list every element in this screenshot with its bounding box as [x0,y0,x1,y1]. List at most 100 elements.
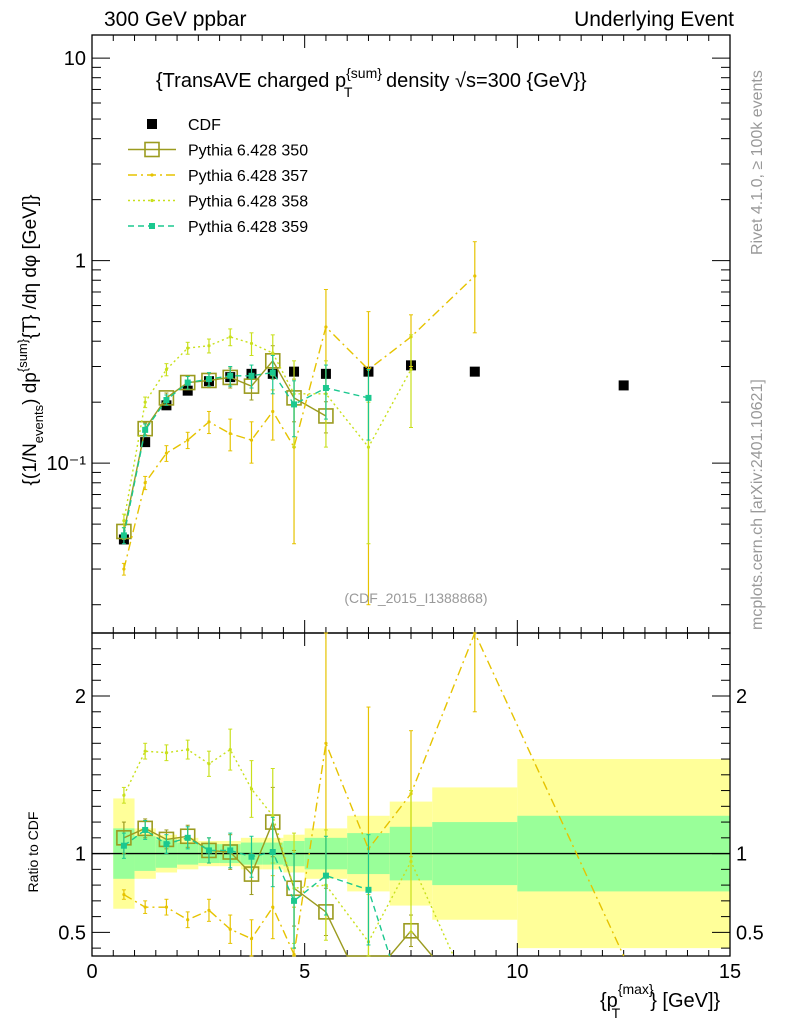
p357-point [150,173,154,177]
main-y-tick-label: 10 [64,48,86,70]
p357-point [228,927,232,931]
p358-point [228,335,232,339]
ratio-series-group [116,631,625,957]
p359-point [149,223,155,229]
p359-point [291,401,298,408]
cdf-point [182,385,193,396]
main-panel: 10⁻¹ 1 10 [47,34,731,634]
legend-cdf-label: CDF [188,117,221,134]
p359-point [163,397,170,404]
reference-label: (CDF_2015_I1388868) [344,590,487,606]
legend-p350-label: Pythia 6.428 350 [188,143,308,160]
x-tick-label: 0 [86,961,97,983]
p359-point [227,847,234,854]
cdf-point [147,119,157,129]
p357-point [292,952,296,957]
p359-point [322,384,329,391]
ratio-y-tick-label-right: 2 [736,686,747,708]
x-tick-label: 5 [299,961,310,983]
p358-point [143,400,147,404]
x-tick-label: 15 [719,961,741,983]
p358-point [164,367,169,372]
p359-point [248,372,255,379]
p357-point [164,905,169,909]
p359-point [142,826,149,833]
p359-point [269,849,276,856]
p359-point [365,394,372,401]
p358-point [271,814,275,818]
p350-line [123,359,327,532]
p358-point [409,859,413,864]
p358-point [164,751,169,755]
header-right: Underlying Event [574,8,734,31]
p357-point [164,451,169,455]
p359-point [184,834,191,841]
p357-point [324,741,328,745]
p358-point [150,198,154,203]
p358-point [186,747,190,752]
p357-point [228,431,232,436]
p357-point [122,892,126,897]
cdf-point [469,366,480,377]
ratio-ylabel: Ratio to CDF [25,812,41,893]
p358-point [249,787,254,791]
p359-point [184,379,191,386]
p359-point [322,872,329,879]
main-y-tick-label: 10⁻¹ [47,453,87,475]
p357-point [186,918,190,922]
p357-point [122,567,126,571]
ratio-y-tick-label: 2 [75,686,86,708]
p359-point [227,372,234,379]
p358-point [186,346,190,350]
p358-point [122,519,126,523]
main-series-group [116,241,629,606]
p359-point [248,853,255,860]
p357-point [473,274,477,278]
p357-line [123,275,476,570]
cdf-point [618,380,629,391]
p358-point [366,445,371,449]
p357-point [207,420,211,424]
ratio-y-tick-label-right: 0.5 [736,922,764,944]
ratio-y-tick-label-right: 1 [736,844,747,866]
ratio-y-tick-label: 1 [75,844,86,866]
p359-point [205,847,212,854]
legend-p358-label: Pythia 6.428 358 [188,194,308,211]
p359-line [123,829,391,957]
p359-point [269,369,276,376]
p358-point [207,344,211,348]
header-left: 300 GeV ppbar [104,8,247,31]
p358-point [122,793,126,797]
x-axis-label: {p{max} T} [GeV]} [600,981,721,1021]
p358-point [271,351,275,355]
p359-point [163,841,170,848]
main-title: {TransAVE charged p{sum} T density √s=300… [156,65,587,100]
cdf-point [140,437,151,448]
x-tick-label: 10 [506,961,528,983]
p357-point [207,908,211,912]
p357-point [249,937,254,941]
p359-point [291,897,298,904]
p358-point [207,762,211,766]
p357-point [271,905,275,909]
p358-point [409,367,413,372]
legend-p357-label: Pythia 6.428 357 [188,168,308,185]
main-y-tick-label: 1 [75,251,86,273]
p357-point [143,905,147,909]
legend: CDF Pythia 6.428 350 Pythia 6.428 357 Pythi… [128,117,308,236]
p359-point [205,376,212,383]
p358-point [249,341,254,346]
p359-point [120,532,127,539]
p350-point [144,141,160,158]
p359-line [123,371,369,536]
p357-point [324,325,328,329]
p359-point [365,886,372,893]
p358-point [143,749,147,753]
p358-line [123,336,412,521]
p357-point [143,481,147,485]
p359-point [120,842,127,849]
ratio-y-tick-label: 0.5 [58,922,86,944]
legend-p359-label: Pythia 6.428 359 [188,219,308,236]
p357-point [249,438,254,442]
